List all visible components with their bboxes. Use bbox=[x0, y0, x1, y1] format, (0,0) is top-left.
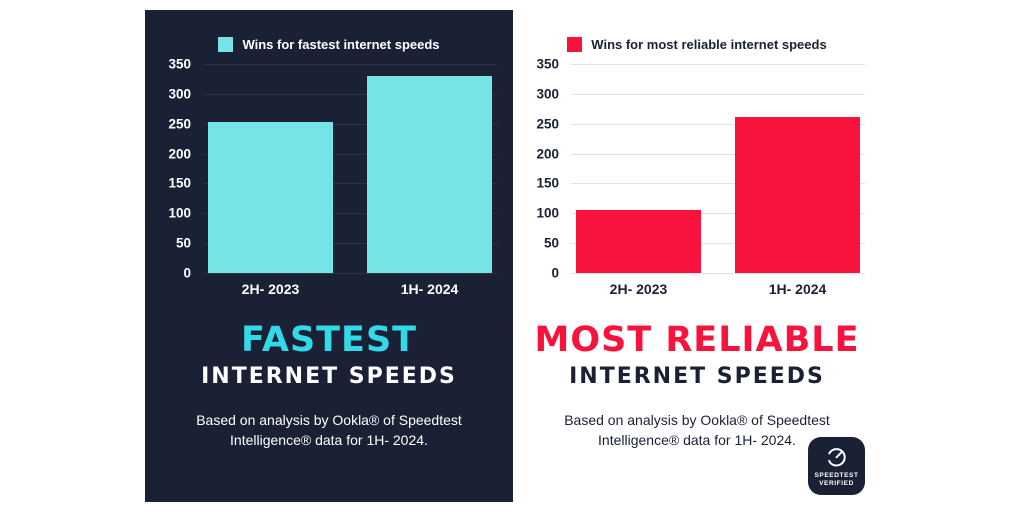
bar bbox=[576, 210, 701, 273]
gridline bbox=[571, 93, 865, 95]
badge-line1: SPEEDTEST bbox=[814, 471, 859, 479]
gridline bbox=[203, 123, 497, 125]
y-tick-label: 150 bbox=[536, 175, 559, 191]
legend-swatch bbox=[218, 37, 234, 52]
y-tick-label: 250 bbox=[536, 115, 559, 131]
plot-area bbox=[571, 64, 865, 274]
x-category-label: 2H- 2023 bbox=[609, 281, 668, 297]
x-axis: 2H- 2023 1H- 2024 bbox=[203, 281, 497, 297]
gridline bbox=[571, 213, 865, 215]
panel-title-fastest: FASTEST bbox=[240, 320, 418, 360]
badge-text: SPEEDTEST VERIFIED bbox=[814, 472, 858, 489]
gridline bbox=[203, 183, 497, 185]
x-category-label: 1H- 2024 bbox=[768, 281, 827, 297]
legend-label: Wins for fastest internet speeds bbox=[242, 37, 440, 52]
x-category-label: 2H- 2023 bbox=[241, 281, 300, 297]
y-tick-label: 200 bbox=[168, 145, 191, 161]
panel-fastest: Wins for fastest internet speeds 0 50 100 1… bbox=[145, 10, 513, 502]
badge-line2: VERIFIED bbox=[819, 480, 854, 487]
bar bbox=[208, 121, 333, 273]
gridline bbox=[571, 64, 865, 65]
y-axis: 0 50 100 150 200 250 300 350 bbox=[513, 57, 559, 279]
y-tick-label: 100 bbox=[168, 205, 191, 221]
gridline bbox=[203, 93, 497, 95]
footnote-fastest: Based on analysis by Ookla® of Speedtest… bbox=[196, 411, 462, 449]
gauge-icon bbox=[827, 447, 846, 467]
bars bbox=[571, 64, 865, 273]
legend-swatch bbox=[567, 37, 583, 52]
gridline bbox=[571, 153, 865, 155]
y-tick-label: 150 bbox=[168, 175, 191, 191]
legend-fastest: Wins for fastest internet speeds bbox=[145, 10, 513, 52]
bar-chart-most-reliable: 0 50 100 150 200 250 300 350 2H- 2023 1H- 2024 bbox=[513, 57, 881, 304]
y-tick-label: 50 bbox=[175, 235, 191, 251]
panel-title-most-reliable: MOST RELIABLE bbox=[534, 320, 860, 360]
gridline bbox=[571, 243, 865, 245]
gridline bbox=[571, 273, 865, 274]
bar-chart-fastest: 0 50 100 150 200 250 300 350 2H- 2023 1H- 2024 bbox=[145, 57, 513, 304]
y-tick-label: 350 bbox=[168, 56, 191, 72]
gridline bbox=[571, 123, 865, 125]
y-tick-label: 0 bbox=[551, 265, 559, 281]
y-tick-label: 250 bbox=[168, 115, 191, 131]
y-tick-label: 300 bbox=[168, 86, 191, 102]
footnote-most-reliable: Based on analysis by Ookla® of Speedtest… bbox=[564, 411, 830, 449]
panel-subtitle-fastest: INTERNET SPEEDS bbox=[201, 363, 457, 389]
legend-most-reliable: Wins for most reliable internet speeds bbox=[513, 10, 881, 52]
y-tick-label: 100 bbox=[536, 205, 559, 221]
y-tick-label: 50 bbox=[543, 235, 559, 251]
legend-label: Wins for most reliable internet speeds bbox=[591, 37, 827, 52]
gridline bbox=[203, 64, 497, 65]
plot-area bbox=[203, 64, 497, 274]
gridline bbox=[203, 213, 497, 215]
bar bbox=[367, 75, 492, 273]
y-tick-label: 350 bbox=[536, 56, 559, 72]
gridline bbox=[203, 273, 497, 274]
y-tick-label: 200 bbox=[536, 145, 559, 161]
x-category-label: 1H- 2024 bbox=[400, 281, 459, 297]
panel-most-reliable: Wins for most reliable internet speeds 0… bbox=[513, 10, 881, 502]
panel-subtitle-most-reliable: INTERNET SPEEDS bbox=[569, 363, 825, 389]
bars bbox=[203, 64, 497, 273]
x-axis: 2H- 2023 1H- 2024 bbox=[571, 281, 865, 297]
gridline bbox=[203, 153, 497, 155]
speedtest-verified-badge: SPEEDTEST VERIFIED bbox=[808, 437, 865, 495]
y-tick-label: 300 bbox=[536, 86, 559, 102]
bar bbox=[735, 116, 860, 273]
gridline bbox=[203, 243, 497, 245]
gridline bbox=[571, 183, 865, 185]
y-axis: 0 50 100 150 200 250 300 350 bbox=[145, 57, 191, 279]
y-tick-label: 0 bbox=[183, 265, 191, 281]
